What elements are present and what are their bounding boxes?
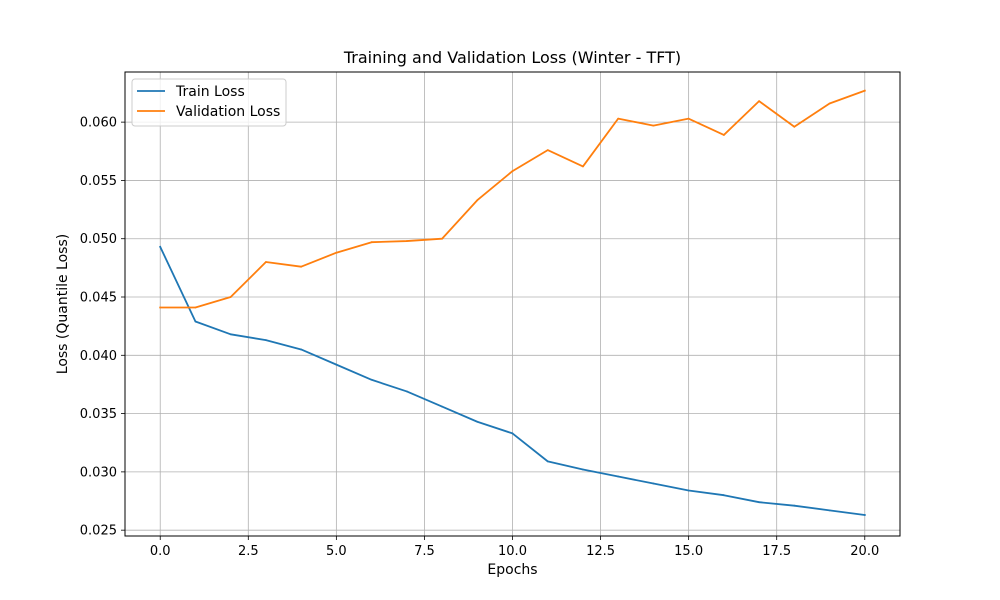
legend: Train Loss Validation Loss: [131, 78, 287, 127]
data-point-train-loss: [265, 339, 267, 342]
data-point-train-loss: [194, 320, 197, 323]
data-point-validation-loss: [546, 149, 549, 152]
y-tick-label: 0.055: [80, 174, 117, 189]
data-point-train-loss: [335, 363, 338, 366]
y-axis-label: Loss (Quantile Loss): [55, 234, 71, 374]
data-point-train-loss: [476, 420, 479, 423]
y-tick-label: 0.050: [80, 232, 117, 247]
data-point-train-loss: [828, 509, 831, 512]
data-point-validation-loss: [265, 261, 267, 263]
x-tick-label: 0.0: [150, 544, 171, 559]
data-point-train-loss: [546, 460, 549, 463]
y-tick-label: 0.040: [80, 349, 117, 364]
legend-box: [131, 78, 287, 127]
y-axis-ticks: 0.025 0.030 0.035 0.040 0.045 0.050 0.055 0.060: [80, 116, 125, 539]
data-point-train-loss: [722, 494, 725, 497]
x-tick-label: 15.0: [674, 544, 703, 559]
data-point-train-loss: [687, 489, 690, 492]
data-point-validation-loss: [828, 102, 831, 105]
x-tick-label: 10.0: [498, 544, 527, 559]
data-point-validation-loss: [300, 265, 303, 268]
data-point-validation-loss: [793, 125, 796, 128]
data-point-train-loss: [652, 482, 655, 485]
x-tick-label: 17.5: [762, 544, 791, 559]
plot-series: [159, 89, 866, 517]
data-point-validation-loss: [335, 251, 338, 254]
data-point-validation-loss: [405, 240, 408, 242]
grid-lines: [125, 72, 900, 536]
data-point-train-loss: [863, 514, 866, 516]
data-point-train-loss: [793, 504, 796, 507]
data-point-train-loss: [300, 348, 303, 351]
data-point-train-loss: [511, 432, 514, 435]
legend-label-validation-loss: Validation Loss: [176, 104, 280, 120]
data-point-validation-loss: [476, 199, 479, 202]
data-point-train-loss: [370, 378, 373, 381]
y-tick-label: 0.045: [80, 291, 117, 306]
data-point-validation-loss: [687, 117, 690, 120]
x-tick-label: 7.5: [414, 544, 435, 559]
data-point-validation-loss: [441, 237, 443, 240]
legend-label-train-loss: Train Loss: [175, 84, 245, 100]
data-point-validation-loss: [582, 165, 584, 168]
data-point-train-loss: [617, 475, 620, 478]
x-axis-label: Epochs: [487, 562, 537, 578]
data-point-train-loss: [229, 333, 232, 336]
x-tick-label: 12.5: [586, 544, 615, 559]
data-point-validation-loss: [722, 134, 725, 136]
data-point-train-loss: [405, 390, 408, 393]
y-tick-label: 0.030: [80, 465, 117, 480]
data-point-validation-loss: [863, 89, 866, 92]
y-tick-label: 0.025: [80, 524, 117, 539]
data-point-train-loss: [159, 245, 162, 248]
data-point-validation-loss: [159, 306, 162, 309]
data-point-train-loss: [582, 468, 584, 471]
data-point-validation-loss: [758, 100, 760, 103]
data-point-validation-loss: [229, 296, 232, 298]
x-tick-label: 5.0: [326, 544, 347, 559]
data-point-validation-loss: [370, 241, 373, 244]
data-point-train-loss: [758, 501, 760, 504]
chart-title: Training and Validation Loss (Winter - T…: [343, 48, 681, 67]
x-tick-label: 2.5: [238, 544, 259, 559]
data-point-validation-loss: [511, 170, 514, 172]
y-tick-label: 0.035: [80, 407, 117, 422]
data-point-validation-loss: [194, 306, 197, 309]
y-tick-label: 0.060: [80, 116, 117, 131]
data-point-train-loss: [441, 405, 443, 408]
data-point-validation-loss: [617, 117, 620, 120]
data-point-validation-loss: [652, 124, 655, 127]
x-tick-label: 20.0: [850, 544, 879, 559]
x-axis-ticks: 0.0 2.5 5.0 7.5 10.0 12.5 15.0 17.5 20.0: [150, 536, 879, 559]
